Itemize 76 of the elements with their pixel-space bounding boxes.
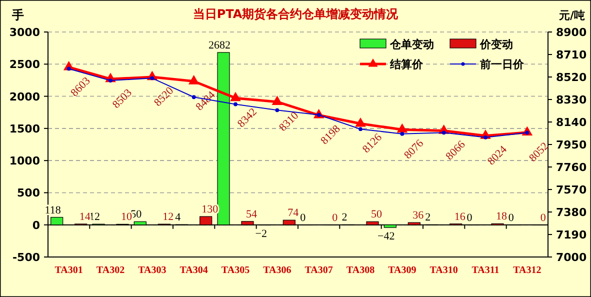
data-label: 0 xyxy=(300,212,306,224)
x-tick-label: TA309 xyxy=(388,265,416,276)
y-tick-label: -500 xyxy=(12,251,40,264)
data-label: 0 xyxy=(540,212,546,224)
data-label: −2 xyxy=(255,228,268,240)
point xyxy=(192,95,196,100)
data-label: 0 xyxy=(332,212,338,224)
x-tick-label: TA310 xyxy=(430,265,458,276)
x-tick-label: TA304 xyxy=(180,265,208,276)
y-tick-label: 1000 xyxy=(9,154,40,168)
point xyxy=(275,108,280,112)
point xyxy=(230,92,241,102)
point xyxy=(355,117,366,127)
y2-tick-label: 8330 xyxy=(556,94,587,106)
data-label: 0 xyxy=(466,212,473,224)
y2-axis-title: 元/吨 xyxy=(558,9,586,22)
y2-tick-label: 8140 xyxy=(556,116,587,129)
x-tick-label: TA306 xyxy=(263,265,292,276)
data-label: 0 xyxy=(508,212,514,224)
y-tick-label: 3000 xyxy=(9,26,40,39)
data-label: 36 xyxy=(412,210,424,222)
y2-tick-label: 7760 xyxy=(556,161,587,174)
data-label: 18 xyxy=(496,210,508,223)
point xyxy=(358,127,362,132)
point xyxy=(400,132,404,136)
x-tick-label: TA302 xyxy=(96,265,125,276)
data-label: 2 xyxy=(425,212,431,224)
y-tick-label: 0 xyxy=(32,218,40,232)
data-label: 74 xyxy=(288,207,300,220)
y2-tick-label: 7000 xyxy=(556,251,587,264)
data-label: −42 xyxy=(378,230,395,243)
y2-tick-label: 7570 xyxy=(556,184,587,196)
data-label: 12 xyxy=(162,211,174,224)
y-tick-label: 1500 xyxy=(9,122,40,136)
x-tick-label: TA308 xyxy=(346,265,375,276)
point xyxy=(272,96,283,105)
data-label: 50 xyxy=(371,208,382,221)
x-tick-label: TA301 xyxy=(54,265,83,276)
x-tick-label: TA303 xyxy=(138,265,166,276)
point xyxy=(442,130,446,135)
y2-tick-label: 7380 xyxy=(556,206,587,219)
point xyxy=(484,135,488,140)
point xyxy=(66,66,71,71)
data-label: 4 xyxy=(175,212,182,224)
data-label: 12 xyxy=(89,211,100,224)
y2-tick-label: 7190 xyxy=(556,228,587,242)
point xyxy=(108,78,112,83)
data-label: 54 xyxy=(246,208,258,220)
legend-label: 仓单变动 xyxy=(389,38,434,51)
y-tick-label: 2500 xyxy=(9,58,40,72)
y2-tick-label: 7950 xyxy=(556,138,587,152)
chart-title: 当日PTA期货各合约仓单增减变动情况 xyxy=(192,7,400,21)
data-label: 14 xyxy=(79,210,91,223)
x-tick-label: TA307 xyxy=(304,265,333,276)
point xyxy=(188,75,200,84)
data-label: 2682 xyxy=(208,39,230,52)
y-tick-label: 2000 xyxy=(9,90,40,104)
y-tick-label: 500 xyxy=(17,186,40,200)
y2-tick-label: 8520 xyxy=(556,71,587,84)
y-axis-title: 手 xyxy=(11,8,24,22)
point xyxy=(234,102,238,106)
point xyxy=(150,76,154,80)
data-label: 8342 xyxy=(235,106,260,130)
legend-label: 结算价 xyxy=(389,58,424,71)
x-tick-label: TA305 xyxy=(221,265,250,276)
data-label: 2 xyxy=(342,212,348,224)
x-tick-label: TA311 xyxy=(472,265,500,276)
data-label: 8603 xyxy=(68,74,94,100)
point xyxy=(396,123,408,133)
data-label: 16 xyxy=(454,210,466,223)
legend-label: 价变动 xyxy=(479,38,513,51)
y2-tick-label: 8900 xyxy=(556,26,587,39)
legend-label: 前一日价 xyxy=(479,58,525,71)
y2-tick-label: 8710 xyxy=(556,48,587,62)
data-label: 10 xyxy=(121,211,132,224)
x-tick-label: TA312 xyxy=(513,265,542,276)
